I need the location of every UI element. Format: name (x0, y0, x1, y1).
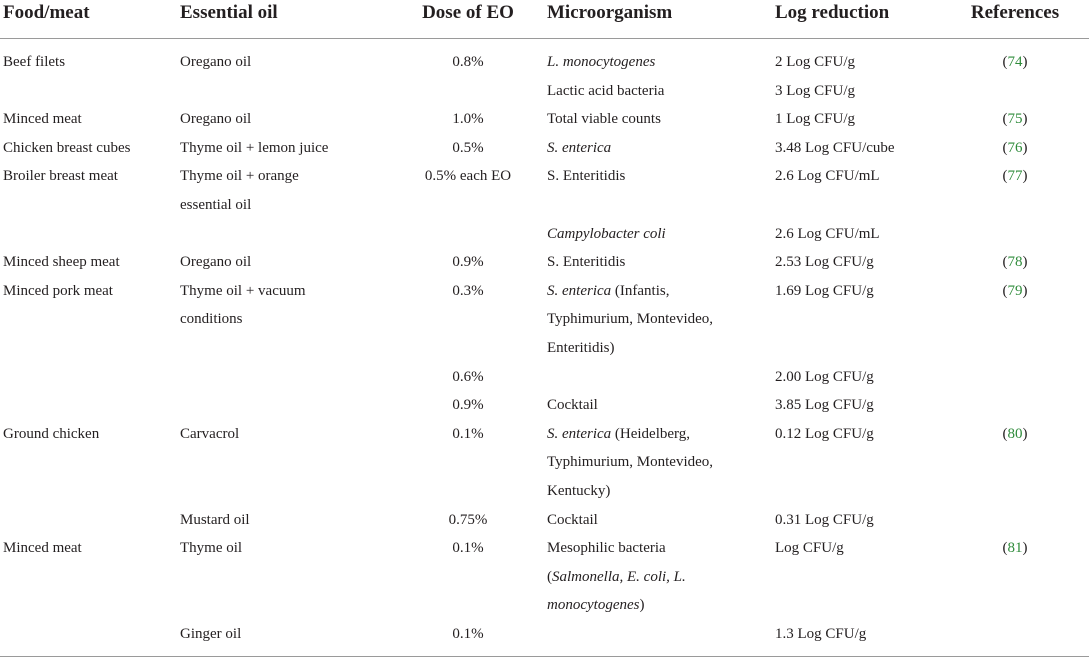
dose-cell: 0.75% (448, 511, 488, 528)
dose-cell: 0.5% each EO (424, 168, 512, 185)
microorganism-cell: monocytogenes) (547, 597, 645, 614)
header-references: References (970, 2, 1060, 23)
log-reduction-cell: 2.6 Log CFU/mL (775, 168, 880, 185)
microorganism-cell: Typhimurium, Montevideo, (547, 311, 714, 328)
dose-cell: 0.3% (452, 282, 484, 299)
microorganism-cell: Enteritidis) (547, 340, 615, 356)
microorganism-cell: Lactic acid bacteria (547, 82, 665, 99)
table-bottom-rule (0, 656, 1089, 657)
reference-link[interactable]: 74 (1007, 54, 1023, 70)
log-reduction-cell: 2.53 Log CFU/g (775, 254, 874, 271)
header-food-meat: Food/meat (3, 2, 90, 23)
microorganism-cell: S. enterica (547, 139, 612, 156)
essential-oil-cell: Ginger oil (180, 626, 242, 642)
dose-cell: 1.0% (452, 111, 484, 128)
reference-link[interactable]: 79 (1007, 282, 1023, 299)
dose-cell: 0.9% (452, 397, 484, 414)
microorganism-cell: L. monocytogenes (547, 54, 656, 70)
essential-oil-cell: Oregano oil (180, 111, 252, 128)
reference-cell[interactable]: (78) (1002, 254, 1028, 271)
food-cell: Chicken breast cubes (3, 139, 131, 156)
reference-link[interactable]: 77 (1007, 168, 1023, 185)
essential-oil-cell: Thyme oil + lemon juice (180, 139, 329, 156)
reference-cell[interactable]: (77) (1002, 168, 1028, 185)
reference-link[interactable]: 81 (1007, 540, 1023, 557)
reference-cell[interactable]: (75) (1002, 111, 1028, 128)
header-dose: Dose of EO (422, 2, 514, 23)
essential-oil-cell: Mustard oil (180, 511, 250, 528)
log-reduction-cell: 1.69 Log CFU/g (775, 282, 874, 299)
essential-oil-cell: essential oil (180, 197, 252, 213)
log-reduction-cell: 3.48 Log CFU/cube (775, 139, 895, 156)
reference-link[interactable]: 76 (1007, 139, 1023, 156)
log-reduction-cell: 3.85 Log CFU/g (775, 397, 874, 414)
food-cell: Beef filets (3, 54, 66, 70)
microorganism-cell: Total viable counts (547, 111, 661, 128)
dose-cell: 0.6% (452, 368, 484, 385)
log-reduction-cell: Log CFU/g (775, 540, 844, 557)
log-reduction-cell: 1 Log CFU/g (775, 111, 856, 128)
microorganism-cell: S. Enteritidis (547, 254, 626, 271)
header-divider (0, 38, 1089, 39)
microorganism-cell: S. enterica (Heidelberg, (547, 425, 691, 442)
microorganism-cell: Typhimurium, Montevideo, (547, 454, 714, 471)
microorganism-cell: (Salmonella, E. coli, L. (547, 568, 686, 585)
log-reduction-cell: 3 Log CFU/g (775, 82, 856, 99)
food-cell: Minced sheep meat (3, 254, 120, 271)
essential-oil-cell: Thyme oil (180, 540, 243, 557)
food-cell: Minced pork meat (3, 282, 113, 299)
header-log-reduction: Log reduction (775, 2, 890, 23)
reference-cell[interactable]: (79) (1002, 282, 1028, 299)
reference-cell[interactable]: (80) (1002, 425, 1028, 442)
reference-cell[interactable]: (81) (1002, 540, 1028, 557)
header-microorganism: Microorganism (547, 2, 673, 23)
dose-cell: 0.8% (452, 54, 484, 70)
log-reduction-cell: 2.00 Log CFU/g (775, 368, 874, 385)
microorganism-cell: S. Enteritidis (547, 168, 626, 185)
microorganism-cell: Cocktail (547, 397, 598, 414)
food-cell: Minced meat (3, 111, 82, 128)
dose-cell: 0.1% (452, 540, 484, 557)
essential-oil-cell: conditions (180, 311, 243, 328)
log-reduction-cell: 1.3 Log CFU/g (775, 626, 867, 642)
essential-oil-cell: Oregano oil (180, 254, 252, 271)
reference-link[interactable]: 78 (1007, 254, 1023, 271)
essential-oil-cell: Thyme oil + orange (180, 168, 299, 185)
microorganism-cell: Kentucky) (547, 483, 611, 499)
log-reduction-cell: 0.12 Log CFU/g (775, 425, 874, 442)
microorganism-cell: Campylobacter coli (547, 225, 666, 242)
log-reduction-cell: 0.31 Log CFU/g (775, 511, 874, 528)
dose-cell: 0.5% (452, 139, 484, 156)
dose-cell: 0.1% (452, 626, 484, 642)
microorganism-cell: S. enterica (Infantis, (547, 282, 670, 299)
essential-oil-cell: Oregano oil (180, 54, 252, 70)
reference-link[interactable]: 80 (1007, 425, 1023, 442)
reference-cell[interactable]: (74) (1002, 54, 1028, 70)
log-reduction-cell: 2 Log CFU/g (775, 54, 856, 70)
essential-oil-cell: Carvacrol (180, 425, 240, 442)
microorganism-cell: Cocktail (547, 511, 598, 528)
reference-link[interactable]: 75 (1007, 111, 1023, 128)
log-reduction-cell: 2.6 Log CFU/mL (775, 225, 880, 242)
dose-cell: 0.1% (452, 425, 484, 442)
dose-cell: 0.9% (452, 254, 484, 271)
food-cell: Minced meat (3, 540, 82, 557)
reference-cell[interactable]: (76) (1002, 139, 1028, 156)
microorganism-cell: Mesophilic bacteria (547, 540, 666, 557)
header-essential-oil: Essential oil (180, 2, 278, 23)
food-cell: Broiler breast meat (3, 168, 118, 185)
food-cell: Ground chicken (3, 425, 100, 442)
essential-oil-cell: Thyme oil + vacuum (180, 282, 306, 299)
